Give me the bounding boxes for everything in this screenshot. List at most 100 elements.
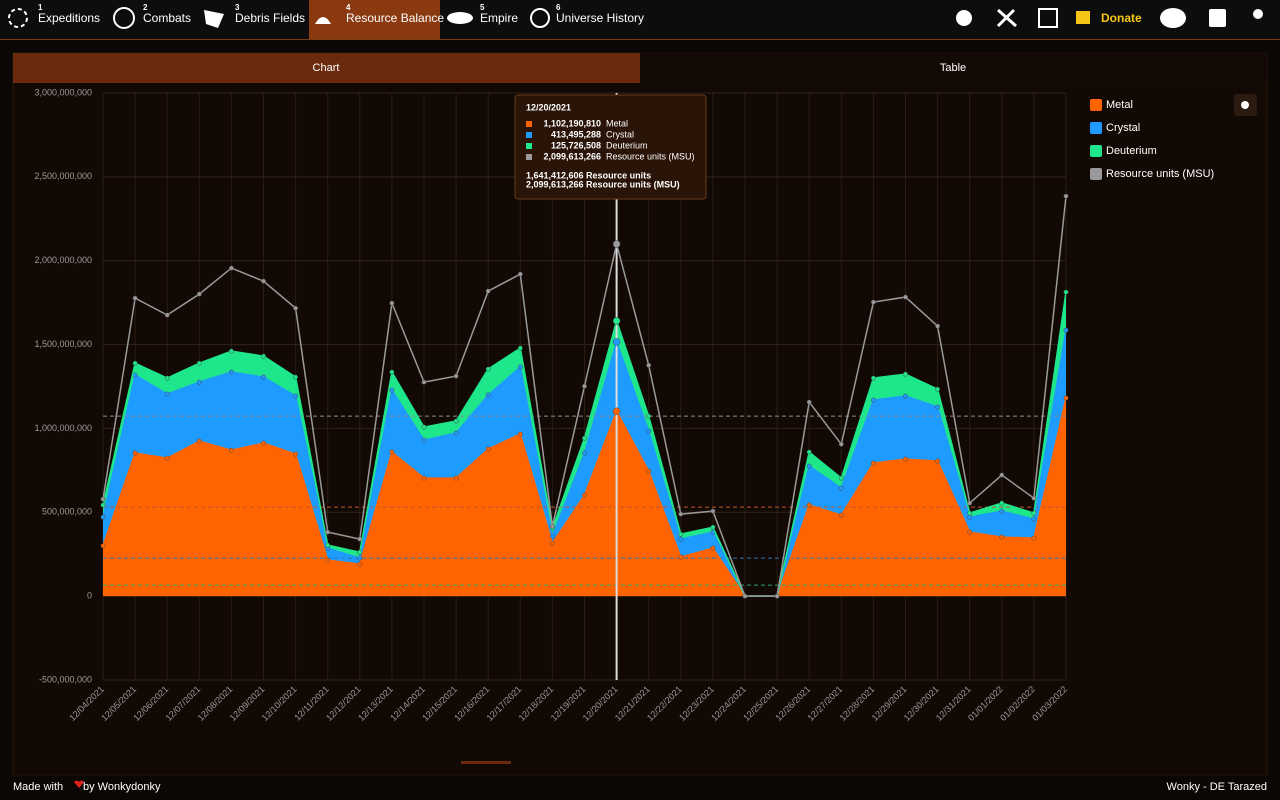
icon[interactable] [1209, 9, 1226, 27]
tooltip-swatch [526, 132, 532, 138]
point [485, 366, 491, 372]
point [1031, 535, 1037, 541]
legend-label[interactable]: Resource units (MSU) [1106, 168, 1214, 180]
icon[interactable] [996, 8, 1017, 28]
point [742, 593, 748, 599]
point [325, 542, 331, 548]
point [132, 450, 138, 456]
legend-swatch[interactable] [1090, 99, 1102, 111]
footer-text: by Wonkydonky [83, 781, 161, 793]
point [612, 338, 621, 346]
point [838, 475, 844, 481]
point [935, 458, 941, 464]
nav-label[interactable]: Expeditions [38, 11, 100, 25]
legend-label[interactable]: Crystal [1106, 122, 1140, 134]
point [357, 555, 363, 561]
icon[interactable] [1076, 11, 1090, 24]
settings-icon[interactable] [1241, 101, 1249, 109]
point [421, 379, 427, 385]
nav-number[interactable]: 5 [480, 3, 485, 12]
legend-swatch[interactable] [1090, 145, 1102, 157]
nav-label[interactable]: Combats [143, 11, 191, 25]
point [228, 265, 234, 271]
point [678, 511, 684, 517]
icon[interactable] [1253, 9, 1263, 19]
point [870, 460, 876, 466]
nav-number[interactable]: 2 [143, 3, 148, 12]
icon[interactable] [1038, 8, 1058, 28]
nav-active [309, 0, 440, 39]
point [261, 278, 266, 284]
nav-label[interactable]: Resource Balance [346, 11, 444, 25]
point [164, 391, 170, 397]
nav-label[interactable]: Universe History [556, 11, 644, 25]
point [1063, 327, 1069, 333]
point [870, 299, 876, 305]
legend-label[interactable]: Metal [1106, 99, 1133, 111]
tooltip-name: Crystal [606, 129, 634, 139]
point [838, 512, 844, 518]
point [389, 300, 395, 306]
nav-icons [8, 7, 1263, 29]
point [967, 529, 973, 535]
point [678, 536, 684, 542]
point [485, 392, 491, 398]
point [453, 430, 459, 436]
footer-text: Wonky - DE Tarazed [1167, 781, 1267, 793]
point [421, 475, 427, 481]
point [389, 369, 395, 375]
tooltip-value: 413,495,288 [551, 129, 601, 139]
icon [113, 7, 135, 29]
point [678, 531, 684, 537]
tooltip-name: Deuterium [606, 140, 648, 150]
point [806, 502, 812, 508]
tooltip-swatch [526, 154, 532, 160]
legend-swatch[interactable] [1090, 122, 1102, 134]
point [228, 369, 234, 375]
tooltip-total: 2,099,613,266 Resource units (MSU) [526, 179, 680, 189]
point [485, 288, 491, 294]
point [261, 353, 266, 359]
tab-active[interactable] [13, 53, 640, 83]
point [646, 362, 652, 368]
donate[interactable]: Donate [1101, 11, 1142, 25]
nav-number[interactable]: 4 [346, 3, 351, 12]
tab-label[interactable]: Table [940, 62, 966, 74]
point [582, 450, 587, 456]
icon[interactable] [1160, 8, 1186, 28]
point [549, 533, 555, 539]
legend-swatch[interactable] [1090, 168, 1102, 180]
point [1063, 193, 1069, 199]
tooltip-swatch [526, 143, 532, 149]
point [132, 360, 138, 366]
point [870, 397, 876, 403]
legend-label[interactable]: Deuterium [1106, 145, 1157, 157]
tooltip-name: Resource units (MSU) [606, 151, 695, 161]
point [903, 456, 908, 462]
point [485, 446, 491, 452]
nav-label[interactable]: Debris Fields [235, 11, 305, 25]
tab-label[interactable]: Chart [313, 62, 340, 74]
nav-number[interactable]: 6 [556, 3, 561, 12]
y-tick-label: -500,000,000 [39, 674, 92, 684]
point [549, 523, 555, 529]
y-tick-label: 2,000,000,000 [34, 255, 92, 265]
point [293, 451, 299, 457]
point [325, 557, 331, 563]
nav-number[interactable]: 3 [235, 3, 240, 12]
tab[interactable] [640, 53, 1267, 83]
point [646, 413, 652, 419]
icon[interactable] [956, 10, 972, 26]
nav-number[interactable]: 1 [38, 3, 43, 12]
point [293, 374, 299, 380]
point [196, 360, 202, 366]
point [517, 364, 523, 370]
point [710, 524, 716, 530]
nav-label[interactable]: Empire [480, 11, 518, 25]
point [903, 393, 908, 399]
point [549, 540, 555, 546]
point [325, 529, 331, 535]
point [517, 271, 523, 277]
point [100, 502, 106, 508]
tooltip-name: Metal [606, 118, 628, 128]
